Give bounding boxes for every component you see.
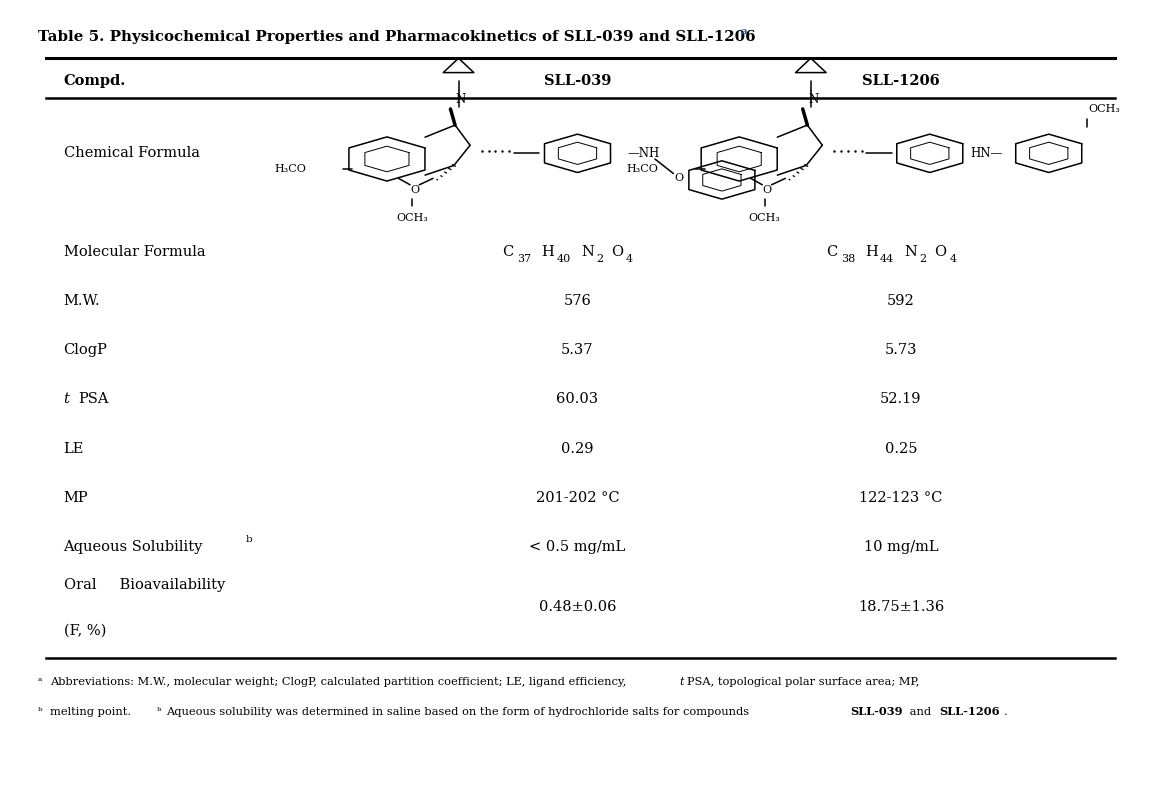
Text: Compd.: Compd. (64, 74, 126, 88)
Text: LE: LE (64, 441, 84, 456)
Text: O: O (762, 185, 772, 194)
Text: Chemical Formula: Chemical Formula (64, 146, 200, 161)
Text: 38: 38 (841, 254, 855, 264)
Text: melting point.: melting point. (50, 707, 134, 717)
Text: SLL-039: SLL-039 (850, 706, 902, 717)
Text: 122-123 °C: 122-123 °C (859, 491, 942, 505)
Text: Molecular Formula: Molecular Formula (64, 245, 206, 259)
Text: 576: 576 (564, 294, 591, 308)
Text: 5.37: 5.37 (561, 343, 594, 358)
Text: 37: 37 (517, 254, 531, 264)
Text: OCH₃: OCH₃ (396, 213, 429, 223)
Text: 2: 2 (596, 254, 603, 264)
Text: SLL-1206: SLL-1206 (939, 706, 999, 717)
Text: PSA, topological polar surface area; MP,: PSA, topological polar surface area; MP, (687, 677, 919, 687)
Text: N: N (456, 93, 465, 106)
Text: C: C (826, 245, 837, 259)
Text: Table 5. Physicochemical Properties and Pharmacokinetics of SLL-039 and SLL-1206: Table 5. Physicochemical Properties and … (38, 30, 755, 44)
Text: —NH: —NH (627, 147, 660, 160)
Text: OCH₃: OCH₃ (1088, 104, 1120, 114)
Text: < 0.5 mg/mL: < 0.5 mg/mL (529, 540, 626, 554)
Text: 18.75±1.36: 18.75±1.36 (858, 600, 944, 614)
Text: O: O (611, 245, 623, 259)
Text: 10 mg/mL: 10 mg/mL (864, 540, 938, 554)
Text: 592: 592 (887, 294, 915, 308)
Text: H: H (865, 245, 878, 259)
Text: t: t (64, 392, 69, 407)
Text: Abbreviations: M.W., molecular weight; ClogP, calculated partition coefficient; : Abbreviations: M.W., molecular weight; C… (50, 677, 629, 687)
Text: 60.03: 60.03 (557, 392, 598, 407)
Text: ᵇ: ᵇ (38, 707, 43, 717)
Text: HN—: HN— (970, 147, 1003, 160)
Text: SLL-039: SLL-039 (544, 74, 611, 88)
Text: O: O (410, 185, 419, 194)
Text: ᵃ: ᵃ (38, 677, 43, 687)
Text: Oral     Bioavailability: Oral Bioavailability (64, 578, 225, 592)
Text: 4: 4 (949, 254, 956, 264)
Text: Aqueous solubility was determined in saline based on the form of hydrochloride s: Aqueous solubility was determined in sal… (166, 707, 753, 717)
Text: 4: 4 (626, 254, 633, 264)
Text: N: N (581, 245, 594, 259)
Text: O: O (675, 174, 684, 183)
Text: OCH₃: OCH₃ (748, 213, 781, 223)
Text: N: N (808, 93, 818, 106)
Text: H: H (542, 245, 554, 259)
Text: 0.48±0.06: 0.48±0.06 (538, 600, 617, 614)
Text: Aqueous Solubility: Aqueous Solubility (64, 540, 203, 554)
Text: PSA: PSA (79, 392, 109, 407)
Text: 44: 44 (880, 254, 894, 264)
Text: ᵇ: ᵇ (157, 707, 162, 717)
Text: ClogP: ClogP (64, 343, 107, 358)
Text: t: t (679, 677, 684, 687)
Text: .: . (1004, 707, 1007, 717)
Text: N: N (904, 245, 917, 259)
Text: SLL-1206: SLL-1206 (862, 74, 940, 88)
Text: a: a (740, 27, 747, 36)
Text: H₃CO: H₃CO (626, 165, 658, 174)
Text: 0.29: 0.29 (561, 441, 594, 456)
Text: 5.73: 5.73 (885, 343, 917, 358)
Text: (F, %): (F, %) (64, 624, 106, 638)
Text: b: b (246, 534, 253, 544)
Text: H₃CO: H₃CO (274, 165, 306, 174)
Text: 0.25: 0.25 (885, 441, 917, 456)
Text: C: C (502, 245, 514, 259)
Text: 2: 2 (919, 254, 926, 264)
Text: 40: 40 (557, 254, 571, 264)
Text: M.W.: M.W. (64, 294, 100, 308)
Text: 52.19: 52.19 (880, 392, 922, 407)
Text: O: O (934, 245, 946, 259)
Text: MP: MP (64, 491, 88, 505)
Text: and: and (906, 707, 934, 717)
Text: 201-202 °C: 201-202 °C (536, 491, 619, 505)
